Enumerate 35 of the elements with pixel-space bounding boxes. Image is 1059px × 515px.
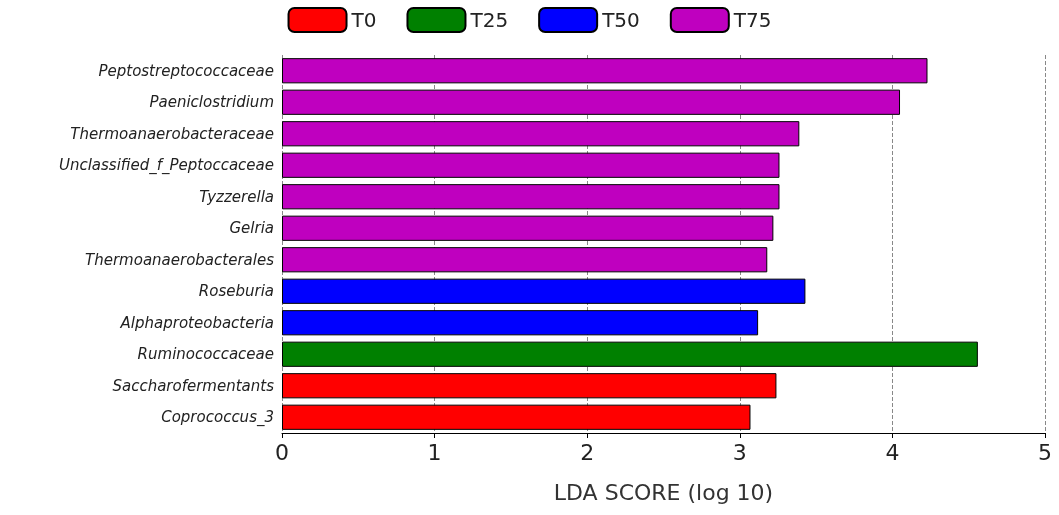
y-tick-label: Coprococcus_3 bbox=[161, 408, 274, 428]
legend-label: T25 bbox=[469, 8, 509, 32]
y-tick-label: Gelria bbox=[229, 219, 274, 238]
bar bbox=[282, 152, 780, 178]
bar bbox=[282, 184, 780, 210]
x-tick-label: 5 bbox=[1038, 439, 1052, 465]
bar bbox=[282, 121, 800, 147]
x-tick-label: 4 bbox=[885, 439, 900, 465]
y-tick-label: Roseburia bbox=[198, 282, 274, 301]
bar bbox=[282, 247, 768, 273]
y-tick-label: Peptostreptococcaceae bbox=[98, 61, 274, 80]
x-tick-label: 3 bbox=[732, 439, 747, 465]
y-tick-label: Unclassified_f_Peptoccaceae bbox=[58, 156, 274, 176]
bar bbox=[282, 89, 901, 115]
legend-label: T50 bbox=[601, 8, 640, 32]
bar bbox=[282, 58, 928, 84]
x-tick-label: 2 bbox=[580, 439, 595, 465]
legend-label: T0 bbox=[350, 8, 377, 32]
y-tick-label: Thermoanaerobacteraceae bbox=[70, 124, 274, 143]
bar bbox=[282, 341, 978, 367]
y-tick-label: Ruminococcaceae bbox=[137, 345, 274, 364]
y-tick-label: Tyzzerella bbox=[199, 187, 274, 206]
bar bbox=[282, 215, 774, 241]
x-axis-title: LDA SCORE (log 10) bbox=[553, 479, 774, 505]
y-tick-label: Alphaproteobacteria bbox=[119, 313, 274, 332]
y-tick-label: Thermoanaerobacterales bbox=[85, 250, 275, 269]
bar bbox=[282, 373, 777, 399]
bar bbox=[282, 404, 751, 430]
y-tick-label: Paeniclostridium bbox=[149, 93, 274, 112]
x-tick-label: 0 bbox=[275, 439, 289, 465]
y-tick-label: Saccharofermentants bbox=[112, 376, 275, 395]
legend-label: T75 bbox=[732, 8, 772, 32]
bar bbox=[282, 310, 759, 336]
bar bbox=[282, 278, 806, 304]
x-tick-label: 1 bbox=[427, 439, 442, 465]
